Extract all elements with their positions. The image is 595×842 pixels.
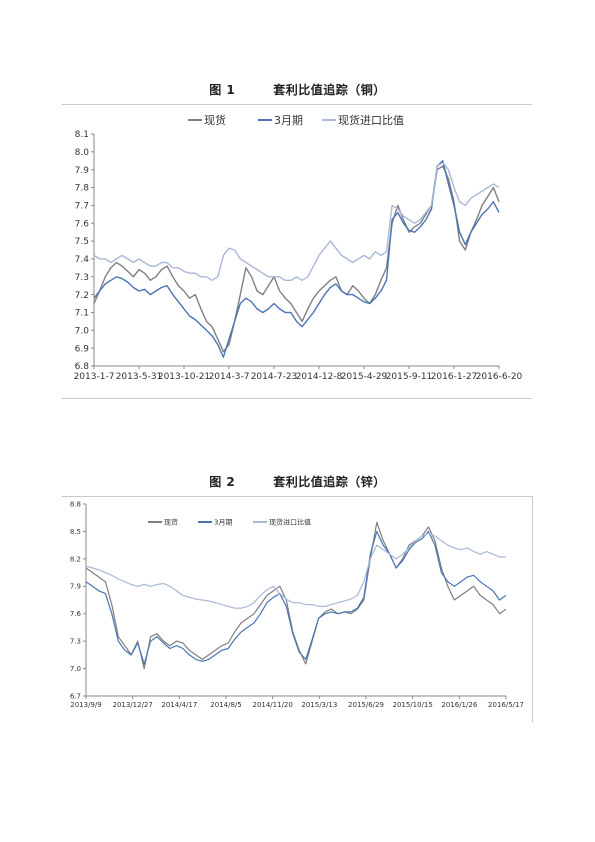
y-tick-label: 7.9 xyxy=(75,166,90,176)
series-line-2 xyxy=(85,532,506,609)
x-tick-label: 2015/6/29 xyxy=(348,701,384,709)
y-tick-label: 7.2 xyxy=(75,291,89,301)
y-tick-label: 7.4 xyxy=(75,255,90,265)
figure-1-bottom-rule xyxy=(62,398,532,399)
y-tick-label: 7.8 xyxy=(75,184,90,194)
y-tick-label: 8.0 xyxy=(75,148,90,158)
legend-label: 3月期 xyxy=(274,114,303,127)
legend-label: 现货进口比值 xyxy=(269,518,311,527)
x-tick-label: 2016/1/26 xyxy=(441,701,477,709)
x-tick-label: 2013/9/9 xyxy=(70,701,101,709)
y-tick-label: 6.8 xyxy=(75,362,90,372)
figure-1-top-rule xyxy=(62,104,532,105)
x-tick-label: 2015-4-29 xyxy=(341,372,388,382)
y-tick-label: 7.3 xyxy=(75,273,89,283)
x-tick-label: 2014-7-23 xyxy=(251,372,298,382)
x-tick-label: 2015/10/15 xyxy=(392,701,432,709)
y-tick-label: 7.6 xyxy=(75,219,90,229)
legend-label: 现货 xyxy=(164,518,178,527)
x-tick-label: 2015/3/13 xyxy=(301,701,337,709)
x-tick-label: 2015-9-11 xyxy=(386,372,433,382)
copper-ratio-chart: 6.8 6.9 7.0 7.1 7.2 7.3 7.4 7.5 7.6 7.7 7.8 7.9 8.0 8… xyxy=(74,113,523,382)
y-tick-label: 8.2 xyxy=(70,555,81,563)
figure-1-title: 图 1 套利比值追踪（铜） xyxy=(0,81,595,98)
x-tick-label: 2014/11/20 xyxy=(252,701,292,709)
x-tick-label: 2016-1-27 xyxy=(431,372,478,382)
y-tick-label: 7.9 xyxy=(70,583,81,591)
y-tick-label: 6.7 xyxy=(70,692,81,700)
legend-label: 3月期 xyxy=(214,519,232,527)
y-tick-label: 8.1 xyxy=(75,130,89,140)
series-line-2 xyxy=(93,161,500,282)
y-tick-label: 7.3 xyxy=(70,638,81,646)
legend-label: 现货 xyxy=(204,113,226,127)
y-tick-label: 7.7 xyxy=(75,202,89,212)
figure-1-caption: 套利比值追踪（铜） xyxy=(273,83,386,97)
series-line-1 xyxy=(85,530,507,665)
figure-2-right-rule xyxy=(532,496,533,722)
x-tick-label: 2014/8/5 xyxy=(210,701,241,709)
figure-2-caption: 套利比值追踪（锌） xyxy=(273,475,386,489)
y-tick-label: 7.5 xyxy=(75,237,89,247)
series-line-1 xyxy=(93,160,500,358)
figure-1-number: 图 1 xyxy=(209,83,236,97)
x-tick-label: 2013/12/27 xyxy=(112,701,152,709)
y-tick-label: 7.1 xyxy=(75,309,89,319)
y-tick-label: 8.5 xyxy=(70,528,81,536)
figure-2-title: 图 2 套利比值追踪（锌） xyxy=(0,473,595,490)
series-line-0 xyxy=(93,165,500,353)
y-tick-label: 7.0 xyxy=(75,326,90,336)
figure-2-number: 图 2 xyxy=(209,475,236,489)
y-tick-label: 7.0 xyxy=(70,665,81,673)
y-tick-label: 8.8 xyxy=(70,500,81,508)
y-tick-label: 7.6 xyxy=(70,610,82,618)
x-tick-label: 2013-10-21 xyxy=(158,372,210,382)
y-tick-label: 6.9 xyxy=(75,344,90,354)
legend-label: 现货进口比值 xyxy=(338,113,404,127)
x-tick-label: 2014-12-8 xyxy=(296,372,343,382)
figure-2-top-rule xyxy=(62,496,532,497)
zinc-ratio-chart: 6.7 7.0 7.3 7.6 7.9 8.2 8.5 8.8 2013/9/9 2013/12/… xyxy=(70,500,524,709)
x-tick-label: 2014-3-7 xyxy=(209,372,250,382)
x-tick-label: 2014/4/17 xyxy=(161,701,197,709)
x-tick-label: 2013-5-31 xyxy=(116,372,163,382)
x-tick-label: 2016/5/17 xyxy=(488,701,524,709)
x-tick-label: 2013-1-7 xyxy=(74,372,115,382)
x-tick-label: 2016-6-20 xyxy=(476,372,523,382)
